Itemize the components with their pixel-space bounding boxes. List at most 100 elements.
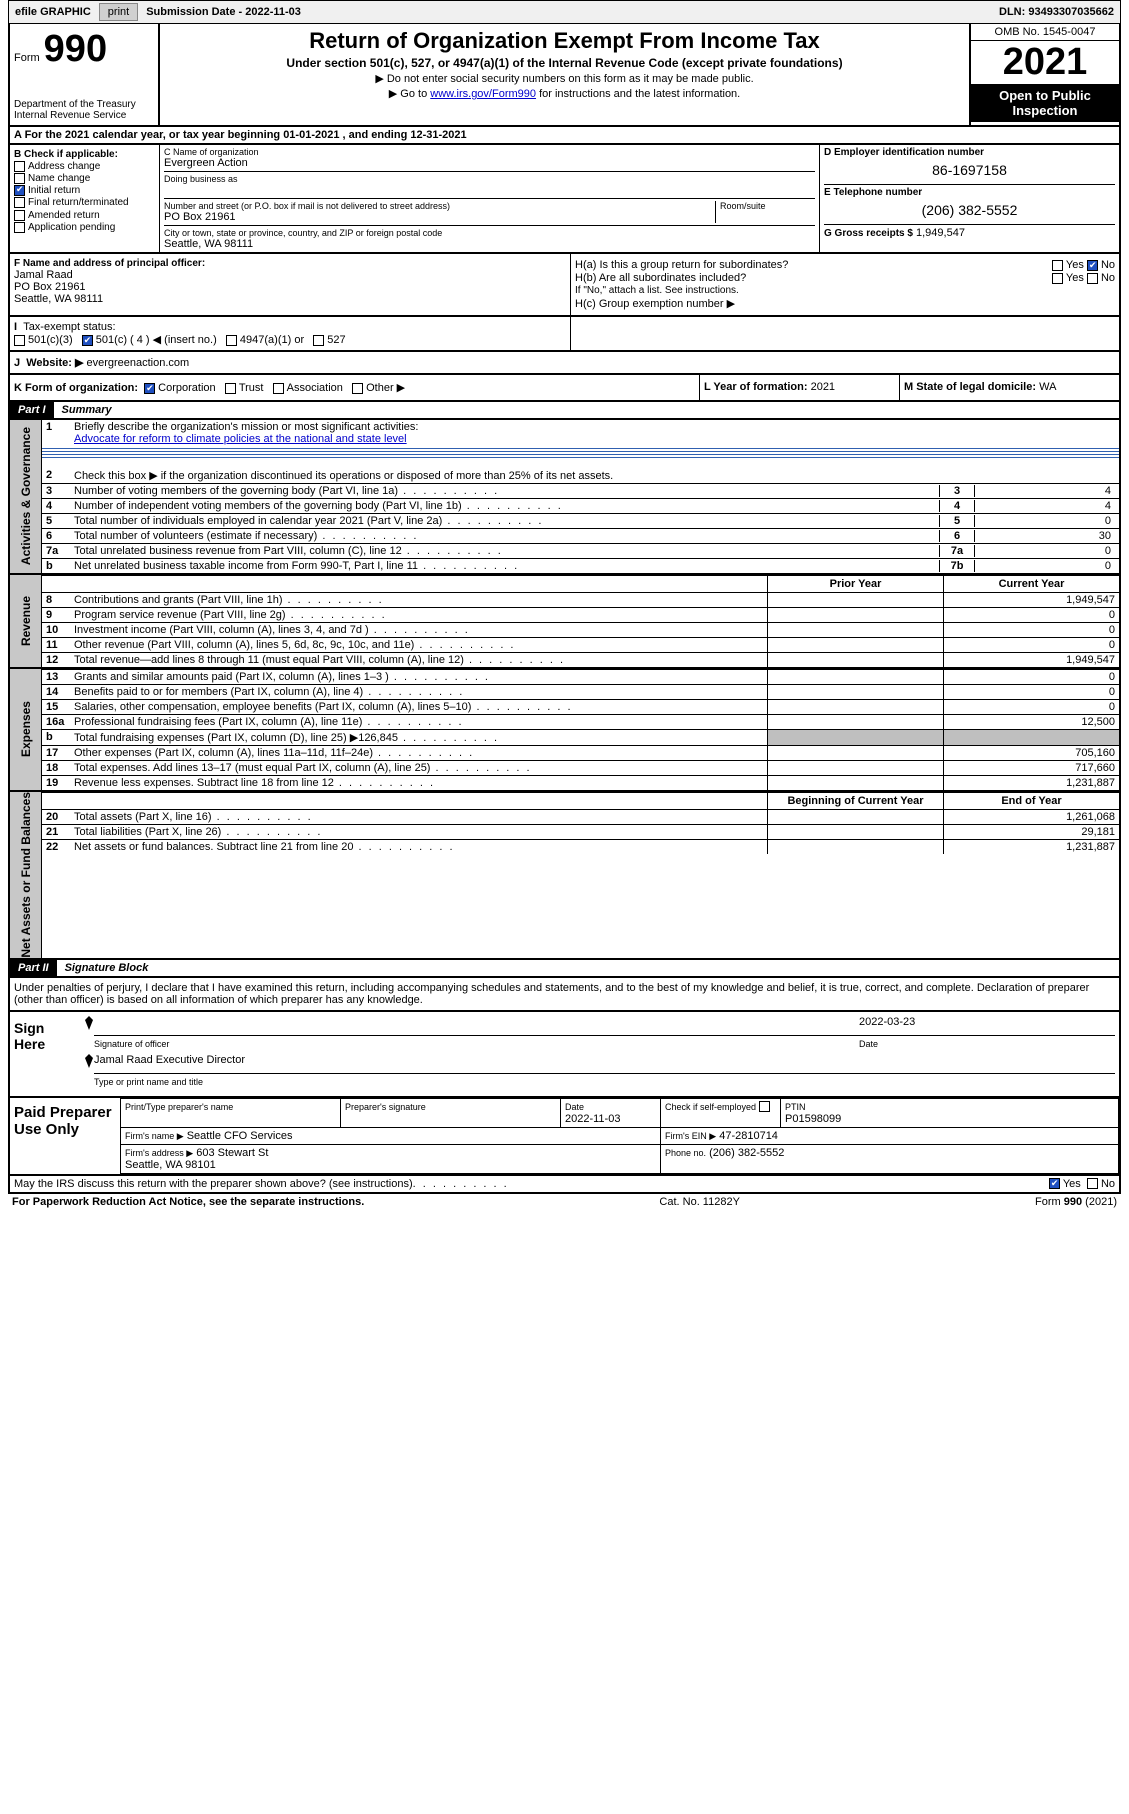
form-subtitle: Under section 501(c), 527, or 4947(a)(1)…: [164, 56, 965, 70]
summary-line: 4Number of independent voting members of…: [42, 498, 1119, 513]
street-label: Number and street (or P.O. box if mail i…: [164, 201, 715, 211]
dln: DLN: 93493307035662: [993, 6, 1120, 18]
c-name-label: C Name of organization: [164, 147, 815, 157]
summary-line: 13Grants and similar amounts paid (Part …: [42, 669, 1119, 684]
summary-line: 12Total revenue—add lines 8 through 11 (…: [42, 652, 1119, 667]
prior-year-hdr: Prior Year: [767, 576, 943, 592]
omb-number: OMB No. 1545-0047: [971, 24, 1119, 41]
state-domicile: WA: [1039, 381, 1056, 393]
pen-icon: [84, 1016, 94, 1030]
form-number: 990: [44, 28, 107, 71]
print-button[interactable]: print: [99, 3, 138, 21]
row-a-tax-year: A For the 2021 calendar year, or tax yea…: [8, 127, 1121, 145]
summary-line: 8Contributions and grants (Part VIII, li…: [42, 592, 1119, 607]
summary-line: 21Total liabilities (Part X, line 26)29,…: [42, 824, 1119, 839]
part1-num: Part I: [10, 402, 54, 418]
firm-ein: 47-2810714: [719, 1130, 778, 1142]
tax-year: 2021: [971, 41, 1119, 84]
h-note: If "No," attach a list. See instructions…: [575, 285, 1115, 296]
chk-address[interactable]: Address change: [14, 161, 155, 172]
firm-phone: (206) 382-5552: [709, 1147, 784, 1159]
k-label: K Form of organization:: [14, 382, 138, 394]
sig-date: 2022-03-23: [859, 1016, 915, 1028]
year-formation: 2021: [811, 381, 835, 393]
form-title: Return of Organization Exempt From Incom…: [164, 28, 965, 54]
submission-date: Submission Date - 2022-11-03: [140, 6, 307, 18]
summary-line: 10Investment income (Part VIII, column (…: [42, 622, 1119, 637]
firm-name: Seattle CFO Services: [187, 1130, 293, 1142]
summary-line: 15Salaries, other compensation, employee…: [42, 699, 1119, 714]
summary-line: 19Revenue less expenses. Subtract line 1…: [42, 775, 1119, 790]
dept-treasury: Department of the Treasury Internal Reve…: [14, 99, 154, 121]
j-label: Website: ▶: [26, 357, 83, 369]
paid-preparer-label: Paid Preparer Use Only: [10, 1098, 120, 1174]
declaration: Under penalties of perjury, I declare th…: [8, 978, 1121, 1012]
pen-icon: [84, 1054, 94, 1068]
phone-label: E Telephone number: [824, 187, 1115, 198]
part2-title: Signature Block: [57, 960, 157, 976]
firm-addr: 603 Stewart St: [196, 1147, 268, 1159]
cat-no: Cat. No. 11282Y: [659, 1196, 740, 1208]
summary-line: 7aTotal unrelated business revenue from …: [42, 543, 1119, 558]
officer-name-title: Jamal Raad Executive Director: [94, 1054, 245, 1066]
org-name: Evergreen Action: [164, 157, 815, 169]
l1-label: Briefly describe the organization's miss…: [74, 421, 418, 433]
officer-street: PO Box 21961: [14, 281, 566, 293]
summary-line: 17Other expenses (Part IX, column (A), l…: [42, 745, 1119, 760]
officer-city: Seattle, WA 98111: [14, 293, 566, 305]
street: PO Box 21961: [164, 211, 715, 223]
dba-label: Doing business as: [164, 174, 815, 184]
room-label: Room/suite: [720, 201, 815, 211]
summary-line: 3Number of voting members of the governi…: [42, 483, 1119, 498]
mission-text[interactable]: Advocate for reform to climate policies …: [74, 433, 407, 445]
ha-label: H(a) Is this a group return for subordin…: [575, 259, 788, 271]
ptin: P01598099: [785, 1113, 841, 1125]
current-year-hdr: Current Year: [943, 576, 1119, 592]
form-word: Form: [14, 52, 40, 64]
website: evergreenaction.com: [86, 357, 189, 369]
l2: Check this box ▶ if the organization dis…: [74, 469, 1115, 482]
officer-name: Jamal Raad: [14, 269, 566, 281]
beg-year-hdr: Beginning of Current Year: [767, 793, 943, 809]
note-ssn: Do not enter social security numbers on …: [164, 72, 965, 85]
gross-label: G Gross receipts $: [824, 228, 913, 239]
hc-label: H(c) Group exemption number ▶: [575, 297, 1115, 310]
summary-line: bTotal fundraising expenses (Part IX, co…: [42, 729, 1119, 745]
form-footer: Form 990 (2021): [1035, 1196, 1117, 1208]
chk-application[interactable]: Application pending: [14, 222, 155, 233]
end-year-hdr: End of Year: [943, 793, 1119, 809]
note-link: Go to www.irs.gov/Form990 for instructio…: [164, 87, 965, 100]
f-label: F Name and address of principal officer:: [14, 258, 566, 269]
summary-line: 6Total number of volunteers (estimate if…: [42, 528, 1119, 543]
chk-amended[interactable]: Amended return: [14, 210, 155, 221]
ein: 86-1697158: [824, 158, 1115, 182]
summary-line: 18Total expenses. Add lines 13–17 (must …: [42, 760, 1119, 775]
chk-name[interactable]: Name change: [14, 173, 155, 184]
summary-line: 16aProfessional fundraising fees (Part I…: [42, 714, 1119, 729]
vlabel-gov: Activities & Governance: [19, 427, 33, 565]
may-discuss: May the IRS discuss this return with the…: [14, 1178, 413, 1190]
prep-date: 2022-11-03: [565, 1113, 620, 1125]
chk-initial[interactable]: Initial return: [14, 185, 155, 196]
hb-label: H(b) Are all subordinates included?: [575, 272, 746, 284]
summary-line: 20Total assets (Part X, line 16)1,261,06…: [42, 809, 1119, 824]
b-label: B Check if applicable:: [14, 149, 155, 160]
city: Seattle, WA 98111: [164, 238, 815, 250]
chk-final[interactable]: Final return/terminated: [14, 197, 155, 208]
summary-line: 9Program service revenue (Part VIII, lin…: [42, 607, 1119, 622]
firm-city: Seattle, WA 98101: [125, 1159, 216, 1171]
summary-line: 14Benefits paid to or for members (Part …: [42, 684, 1119, 699]
summary-line: 5Total number of individuals employed in…: [42, 513, 1119, 528]
efile-label: efile GRAPHIC: [9, 6, 97, 18]
i-label: Tax-exempt status:: [23, 321, 115, 333]
part2-num: Part II: [10, 960, 57, 976]
irs-link[interactable]: www.irs.gov/Form990: [430, 88, 536, 100]
vlabel-rev: Revenue: [19, 596, 33, 646]
ein-label: D Employer identification number: [824, 147, 1115, 158]
summary-line: 11Other revenue (Part VIII, column (A), …: [42, 637, 1119, 652]
open-public: Open to Public Inspection: [971, 84, 1119, 122]
sign-here: Sign Here: [10, 1012, 80, 1096]
vlabel-exp: Expenses: [19, 701, 33, 757]
phone: (206) 382-5552: [824, 198, 1115, 222]
paperwork-notice: For Paperwork Reduction Act Notice, see …: [12, 1196, 364, 1208]
